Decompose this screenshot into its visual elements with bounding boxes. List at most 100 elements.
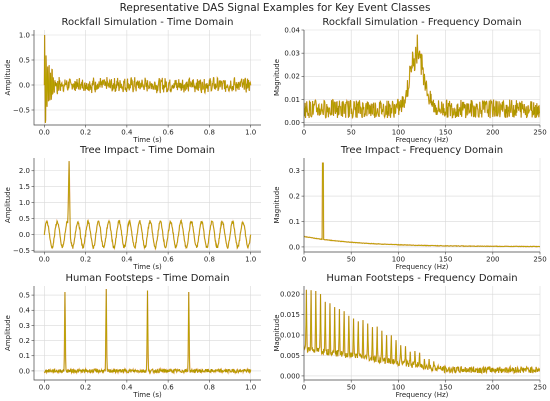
- x-tick-label: 0.6: [163, 384, 175, 392]
- x-tick-label: 0.8: [204, 256, 215, 264]
- subplot-title: Rockfall Simulation - Frequency Domain: [322, 17, 521, 28]
- y-tick-label: 0.3: [19, 322, 30, 330]
- x-tick-label: 50: [347, 129, 356, 137]
- x-tick-label: 1.0: [245, 256, 256, 264]
- x-tick-label: 200: [486, 129, 499, 137]
- figure-title: Representative DAS Signal Examples for K…: [120, 2, 431, 14]
- y-tick-label: 0.2: [19, 337, 30, 345]
- subplot-6: 0 50 100 150 200 250 0.000 0.005 0.010 0.015 0.020…: [273, 273, 547, 399]
- x-axis-label: Frequency (Hz): [396, 263, 449, 271]
- series-line-core: [304, 34, 540, 119]
- x-tick-label: 0.6: [163, 129, 175, 137]
- x-tick-label: 0: [302, 384, 306, 392]
- x-axis-label: Time (s): [132, 391, 162, 399]
- x-tick-label: 50: [347, 256, 356, 264]
- y-tick-label: 2.0: [19, 167, 30, 175]
- y-tick-label: 0.0: [289, 243, 300, 251]
- x-axis-label: Time (s): [132, 136, 162, 144]
- x-tick-label: 150: [439, 129, 452, 137]
- subplot-title: Rockfall Simulation - Time Domain: [62, 17, 234, 28]
- x-tick-label: 0.0: [39, 129, 50, 137]
- subplot-5: 0.0 0.2 0.4 0.6 0.8 1.0 0.0 0.1 0.2 0.3 0.4 0.5 Huma…: [4, 273, 261, 399]
- y-axis-label: Amplitude: [4, 187, 12, 223]
- y-tick-label: 0.01: [284, 96, 300, 104]
- x-tick-label: 0.4: [121, 384, 133, 392]
- axis-spines: [33, 286, 261, 381]
- x-tick-label: 0.6: [163, 256, 175, 264]
- y-tick-label: 0.5: [19, 56, 30, 64]
- y-tick-label: 0.000: [280, 372, 300, 380]
- y-tick-label: 0.5: [19, 291, 30, 299]
- y-tick-label: 0.1: [289, 218, 300, 226]
- subplot-4: 0 50 100 150 200 250 0.0 0.1 0.2 0.3 Tree Impact -…: [273, 145, 547, 271]
- x-tick-label: 1.0: [245, 384, 256, 392]
- x-tick-label: 150: [439, 256, 452, 264]
- series-line: [304, 289, 540, 375]
- y-tick-label: 0.0: [19, 231, 30, 239]
- y-tick-label: 0.020: [280, 291, 300, 299]
- y-tick-label: 0.015: [280, 311, 300, 319]
- series-line-shadow: [304, 162, 540, 248]
- x-tick-label: 200: [486, 384, 499, 392]
- y-tick-label: 0.2: [289, 193, 300, 201]
- y-axis-label: Amplitude: [4, 315, 12, 351]
- y-tick-label: 0.4: [19, 307, 31, 315]
- x-tick-label: 0.2: [80, 384, 91, 392]
- x-tick-label: 0.4: [121, 129, 133, 137]
- x-tick-label: 0.2: [80, 256, 91, 264]
- series-line-core: [44, 34, 251, 123]
- subplot-title: Tree Impact - Frequency Domain: [340, 145, 503, 156]
- x-tick-label: 100: [392, 256, 405, 264]
- series-line: [304, 162, 540, 248]
- y-tick-label: 0.1: [19, 352, 30, 360]
- x-tick-label: 0: [302, 129, 306, 137]
- subplot-title: Human Footsteps - Frequency Domain: [326, 273, 517, 284]
- y-tick-label: 0.5: [19, 215, 30, 223]
- y-tick-label: −0.5: [13, 106, 30, 114]
- y-tick-label: 1.0: [19, 31, 30, 39]
- y-tick-label: 0.010: [280, 331, 300, 339]
- y-tick-label: 0.0: [19, 367, 30, 375]
- x-tick-label: 250: [533, 129, 546, 137]
- subplot-title: Tree Impact - Time Domain: [79, 145, 215, 156]
- series-line-core: [304, 289, 540, 374]
- y-tick-label: 1.0: [19, 199, 30, 207]
- axis-spines: [33, 158, 261, 253]
- x-tick-label: 0.0: [39, 256, 50, 264]
- x-tick-label: 0.4: [121, 256, 133, 264]
- series-line-core: [44, 289, 251, 374]
- x-tick-label: 0.8: [204, 384, 215, 392]
- y-tick-label: 1.5: [19, 183, 30, 191]
- x-tick-label: 200: [486, 256, 499, 264]
- y-tick-label: 0.04: [284, 26, 300, 34]
- x-tick-label: 0.0: [39, 384, 50, 392]
- y-tick-label: 0.02: [284, 73, 300, 81]
- y-tick-label: 0.005: [280, 352, 300, 360]
- x-tick-label: 250: [533, 256, 546, 264]
- subplot-1: 0.0 0.2 0.4 0.6 0.8 1.0 −0.5 0.0 0.5 1.0 Rockfall …: [4, 17, 261, 144]
- x-tick-label: 100: [392, 384, 405, 392]
- y-axis-label: Magnitude: [273, 186, 281, 223]
- axis-spines: [303, 158, 540, 253]
- x-axis-label: Time (s): [132, 263, 162, 271]
- x-tick-label: 0: [302, 256, 306, 264]
- y-tick-label: 0.03: [284, 50, 300, 58]
- x-tick-label: 1.0: [245, 129, 256, 137]
- y-tick-label: 0.00: [284, 119, 300, 127]
- subplot-title: Human Footsteps - Time Domain: [65, 273, 229, 284]
- subplot-3: 0.0 0.2 0.4 0.6 0.8 1.0 −0.5 0.0 0.5 1.0 1.5 2.0 Tre…: [4, 145, 261, 271]
- series-line-core: [44, 161, 251, 250]
- series-line-core: [304, 162, 540, 247]
- y-axis-label: Magnitude: [273, 314, 281, 351]
- subplot-grid: 0.0 0.2 0.4 0.6 0.8 1.0 −0.5 0.0 0.5 1.0 Rockfall …: [4, 17, 547, 399]
- x-tick-label: 50: [347, 384, 356, 392]
- x-tick-label: 0.8: [204, 129, 215, 137]
- y-axis-label: Amplitude: [4, 60, 12, 96]
- y-tick-label: 0.0: [19, 81, 30, 89]
- y-axis-label: Magnitude: [273, 59, 281, 96]
- x-axis-label: Frequency (Hz): [396, 391, 449, 399]
- axis-spines: [33, 30, 261, 126]
- x-tick-label: 250: [533, 384, 546, 392]
- subplot-2: 0 50 100 150 200 250 0.00 0.01 0.02 0.03 0.04 Rockf…: [273, 17, 547, 144]
